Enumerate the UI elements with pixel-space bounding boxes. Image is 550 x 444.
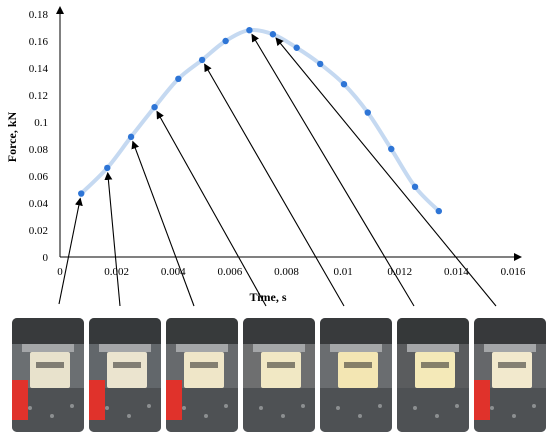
annotation-arrow — [131, 140, 195, 307]
y-tick-label: 0.12 — [29, 90, 48, 102]
y-tick-label: 0.04 — [29, 198, 49, 210]
annotation-arrow — [275, 37, 497, 307]
y-tick-label: 0.06 — [29, 171, 49, 183]
y-tick-label: 0.1 — [34, 117, 48, 129]
x-tick-label: 0.014 — [444, 266, 469, 278]
y-axis-title: Force, kN — [5, 111, 19, 162]
data-point — [411, 183, 419, 190]
data-point — [388, 145, 395, 153]
x-tick-label: 0 — [57, 266, 63, 278]
x-tick-label: 0.008 — [274, 266, 299, 278]
data-point — [364, 109, 371, 116]
y-tick-label: 0.16 — [29, 36, 49, 48]
annotation-arrow — [156, 110, 267, 307]
video-frame — [397, 318, 469, 432]
data-point — [198, 56, 206, 64]
data-point — [127, 133, 135, 141]
tick-labels: 00.0020.0040.0060.0080.010.0120.0140.016… — [29, 9, 526, 278]
annotation-arrow — [58, 197, 83, 305]
y-tick-label: 0.08 — [29, 144, 49, 156]
x-tick-label: 0.006 — [218, 266, 243, 278]
data-point — [78, 190, 85, 197]
data-point — [175, 75, 182, 83]
y-tick-label: 0 — [43, 252, 49, 264]
video-frame — [12, 318, 84, 432]
y-tick-label: 0.02 — [29, 225, 48, 237]
y-tick-label: 0.18 — [29, 9, 49, 21]
axes — [56, 6, 522, 261]
x-tick-label: 0.012 — [387, 266, 412, 278]
x-axis-title: Time, s — [249, 290, 286, 304]
video-frame — [474, 318, 546, 432]
series-points — [78, 27, 443, 215]
annotation-arrows — [58, 33, 497, 307]
series-curve — [79, 27, 441, 214]
data-point — [151, 103, 158, 111]
data-point — [269, 31, 277, 38]
x-tick-label: 0.01 — [334, 266, 353, 278]
data-point — [435, 207, 443, 215]
video-frame — [243, 318, 315, 432]
data-point — [316, 60, 324, 68]
y-tick-label: 0.14 — [29, 63, 49, 75]
video-frame — [320, 318, 392, 432]
x-tick-label: 0.016 — [501, 266, 526, 278]
annotation-arrow — [204, 63, 345, 307]
data-point — [293, 44, 300, 51]
series-line — [79, 27, 441, 214]
data-point — [222, 37, 229, 45]
data-point — [340, 81, 348, 88]
annotation-arrow — [251, 33, 415, 307]
annotation-arrow — [104, 171, 121, 307]
data-point — [104, 164, 111, 172]
video-frame — [89, 318, 161, 432]
video-frame — [166, 318, 238, 432]
data-point — [246, 27, 253, 34]
